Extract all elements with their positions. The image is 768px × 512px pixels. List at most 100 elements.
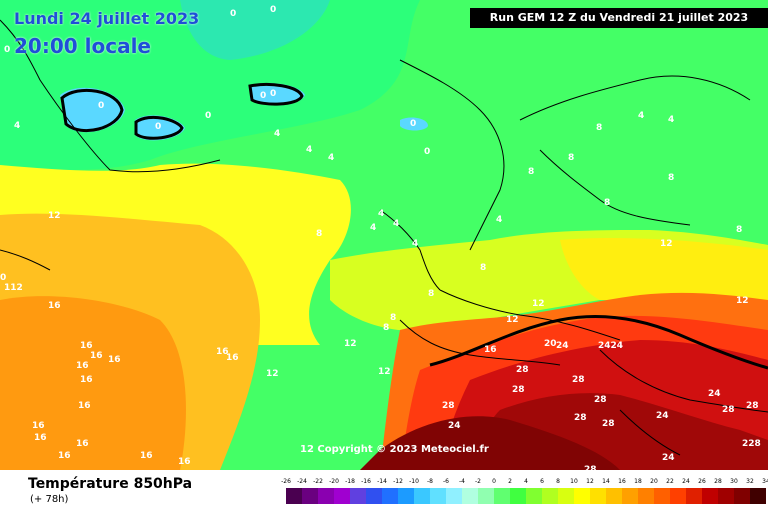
legend-swatch [542,488,558,504]
legend-tick-label: -18 [345,478,355,485]
contour-label: 16 [32,421,45,431]
legend-tick-label: 0 [492,478,496,485]
legend-swatch [302,488,318,504]
contour-label: 24 [448,421,461,431]
legend-tick-label: 32 [746,478,754,485]
contour-label: 2424 [598,341,623,351]
contour-label: 8 [736,225,742,235]
legend-tick-label: 22 [666,478,674,485]
legend-ticks: -26 -24 -22 -20 -18 -16 -14 -12 -10 -8 -6 -4 -2 0 2 4 6 8… [268,478,768,488]
copyright-text: 12 Copyright © 2023 Meteociel.fr [300,444,489,455]
contour-label: 28 [574,413,587,423]
contour-label: 0 [98,101,104,111]
contour-label: 28 [572,375,585,385]
legend-tick-label: -2 [475,478,481,485]
legend-tick-label: 30 [730,478,738,485]
legend-swatch [462,488,478,504]
legend-tick-label: 24 [682,478,690,485]
contour-label: 4 [668,115,674,125]
legend-swatch [670,488,686,504]
legend-tick-label: 10 [570,478,578,485]
contour-label: 16 [76,439,89,449]
legend-swatch [318,488,334,504]
legend-tick-label: -26 [281,478,291,485]
contour-label: 24 [556,341,569,351]
contour-label: 20 [544,339,557,349]
legend-swatch [286,488,302,504]
legend-tick-label: -12 [393,478,403,485]
contour-label: 0 [424,147,430,157]
legend-tick-label: 4 [524,478,528,485]
contour-label: 8 [390,313,396,323]
contour-label: 16 [48,301,61,311]
contour-label: 112 [4,283,23,293]
legend-swatch [590,488,606,504]
legend-swatch [398,488,414,504]
contour-label: 4 [638,111,644,121]
contour-label: 4 [393,219,399,229]
contour-label: 0 [270,89,276,99]
contour-label: 16 [226,353,239,363]
contour-label: 16 [90,351,103,361]
contour-label: 12 [344,339,357,349]
legend-swatch [430,488,446,504]
legend-swatch [638,488,654,504]
legend-swatch [494,488,510,504]
contour-label: 0 [4,45,10,55]
contour-label: 8 [316,229,322,239]
contour-label: 4 [496,215,502,225]
lead-time: (+ 78h) [30,494,68,505]
contour-label: 16 [80,375,93,385]
contour-label: 8 [604,198,610,208]
color-legend [286,488,766,504]
legend-swatch [366,488,382,504]
contour-label: 16 [34,433,47,443]
contour-label: 12 [660,239,673,249]
contour-label: 8 [668,173,674,183]
contour-label: 16 [140,451,153,461]
legend-tick-label: -10 [409,478,419,485]
legend-tick-label: -16 [361,478,371,485]
legend-swatch [382,488,398,504]
contour-label: 4 [412,239,418,249]
contour-label: 28 [746,401,759,411]
contour-label: 16 [178,457,191,467]
contour-label: 16 [80,341,93,351]
legend-tick-label: -22 [313,478,323,485]
contour-label: 24 [662,453,675,463]
contour-label: 28 [722,405,735,415]
contour-label: 12 [266,369,279,379]
legend-swatch [606,488,622,504]
contour-label: 12 [532,299,545,309]
legend-swatch [526,488,542,504]
contour-label: 12 [48,211,61,221]
temperature-map: 0 0 0 0 0 0 0 0 0 0 0 4 4 4 4 4 4 4 4 4 … [0,0,768,470]
band-16-18 [0,296,186,470]
contour-label: 16 [108,355,121,365]
contour-label: 12 [736,296,749,306]
legend-swatch [718,488,734,504]
legend-swatch [702,488,718,504]
contour-label: 8 [480,263,486,273]
legend-tick-label: 14 [602,478,610,485]
run-banner: Run GEM 12 Z du Vendredi 21 juillet 2023 [470,8,768,28]
legend-swatch [334,488,350,504]
legend-swatch [734,488,750,504]
legend-swatch [750,488,766,504]
legend-tick-label: 8 [556,478,560,485]
legend-swatch [350,488,366,504]
contour-label: 0 [410,119,416,129]
contour-label: 24 [708,389,721,399]
legend-tick-label: -14 [377,478,387,485]
contour-label: 0 [205,111,211,121]
contour-label: 4 [328,153,334,163]
legend-tick-label: 16 [618,478,626,485]
contour-label: 4 [370,223,376,233]
legend-swatch [574,488,590,504]
contour-label: 4 [14,121,20,131]
legend-tick-label: -6 [443,478,449,485]
contour-label: 4 [274,129,280,139]
contour-label: 28 [602,419,615,429]
legend-tick-label: 6 [540,478,544,485]
contour-label: 28 [594,395,607,405]
